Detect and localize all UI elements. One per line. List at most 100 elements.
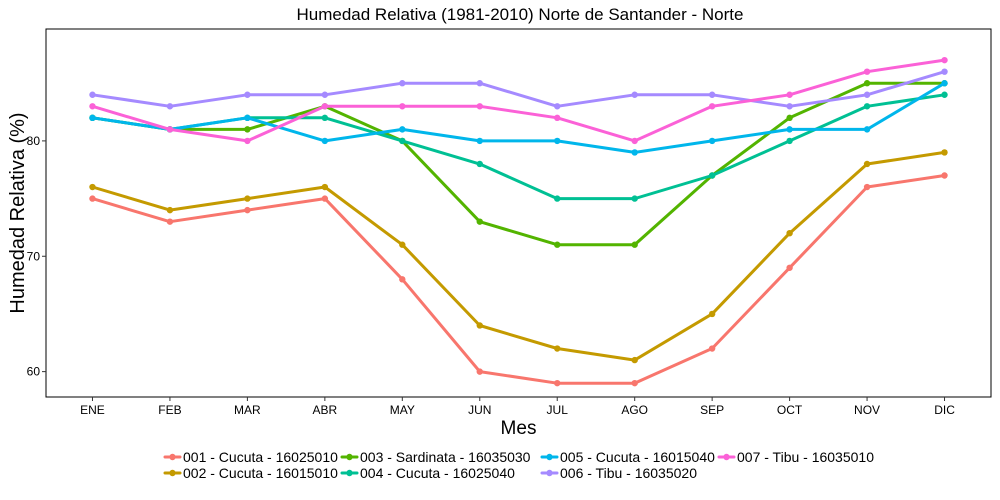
x-tick-label: NOV: [854, 403, 880, 417]
data-point: [786, 229, 793, 237]
series-group: [89, 91, 948, 202]
series-group: [89, 56, 948, 145]
legend-item: 004 - Cucuta - 16025040: [340, 465, 515, 481]
series-group: [89, 68, 948, 110]
legend-label: 007 - Tibu - 16035010: [737, 449, 874, 465]
data-point: [476, 368, 483, 375]
legend-item: 006 - Tibu - 16035020: [540, 465, 697, 481]
data-point: [708, 137, 716, 145]
data-point: [476, 137, 483, 145]
data-point: [786, 264, 793, 271]
legend-key-point: [346, 469, 353, 477]
data-point: [399, 276, 406, 283]
x-tick-label: ABR: [313, 403, 338, 417]
data-point: [786, 137, 793, 145]
x-tick-label: FEB: [158, 403, 181, 417]
data-point: [554, 241, 561, 248]
data-point: [554, 379, 561, 387]
legend-item: 002 - Cucuta - 16015010: [163, 465, 338, 481]
data-point: [399, 103, 406, 110]
x-tick-label: ENE: [80, 403, 105, 417]
data-point: [941, 91, 948, 98]
data-point: [476, 322, 483, 329]
data-point: [631, 149, 638, 156]
data-point: [89, 195, 96, 202]
y-tick-label: 70: [27, 249, 41, 263]
series-line: [91, 81, 946, 247]
data-point: [244, 137, 251, 145]
data-point: [399, 80, 406, 87]
axes: 60 70 80 ENE FEB MAR ABR MAY JUN JUL AGO SEP OCT NOV D…: [27, 134, 956, 417]
data-point: [631, 137, 638, 145]
legend-item: 001 - Cucuta - 16025010: [163, 449, 338, 465]
legend-label: 004 - Cucuta - 16025040: [360, 465, 515, 481]
data-point: [708, 172, 716, 179]
legend-key-point: [546, 469, 553, 477]
data-point: [786, 91, 793, 98]
data-point: [554, 103, 561, 110]
data-point: [399, 241, 406, 248]
data-point: [708, 103, 716, 110]
series-line: [91, 150, 946, 362]
series-line: [91, 70, 946, 108]
data-point: [476, 218, 483, 225]
chart-title: Humedad Relativa (1981-2010) Norte de Sa…: [297, 5, 744, 24]
data-point: [166, 218, 174, 225]
legend-key-point: [723, 453, 730, 461]
data-point: [321, 91, 329, 98]
data-point: [244, 114, 251, 122]
data-point: [708, 310, 716, 318]
data-point: [321, 114, 329, 122]
y-tick-label: 60: [27, 365, 41, 379]
data-point: [554, 114, 561, 122]
data-point: [631, 241, 638, 248]
data-point: [554, 345, 561, 352]
series-layer: [89, 56, 948, 387]
data-point: [786, 126, 793, 133]
series-group: [89, 172, 948, 387]
x-tick-label: JUN: [468, 403, 491, 417]
legend-label: 002 - Cucuta - 16015010: [183, 465, 338, 481]
series-group: [89, 80, 948, 156]
data-point: [554, 195, 561, 202]
data-point: [244, 195, 251, 202]
legend-label: 003 - Sardinata - 16035030: [360, 449, 531, 465]
data-point: [631, 91, 638, 98]
legend-label: 005 - Cucuta - 16015040: [560, 449, 715, 465]
x-tick-label: JUL: [547, 403, 569, 417]
data-point: [863, 160, 871, 168]
data-point: [476, 160, 483, 168]
data-point: [166, 126, 174, 133]
data-point: [863, 126, 871, 133]
x-tick-label: AGO: [621, 403, 648, 417]
data-point: [941, 172, 948, 179]
legend-key-point: [346, 453, 353, 461]
data-point: [786, 114, 793, 122]
data-point: [708, 91, 716, 98]
data-point: [476, 80, 483, 87]
legend-label: 001 - Cucuta - 16025010: [183, 449, 338, 465]
series-line: [91, 58, 946, 143]
series-line: [91, 93, 946, 201]
data-point: [89, 183, 96, 191]
data-point: [244, 126, 251, 133]
data-point: [399, 126, 406, 133]
data-point: [708, 345, 716, 352]
x-tick-label: DIC: [934, 403, 955, 417]
data-point: [321, 103, 329, 110]
data-point: [863, 80, 871, 87]
data-point: [166, 206, 174, 214]
data-point: [166, 103, 174, 110]
data-point: [786, 103, 793, 110]
x-tick-label: SEP: [700, 403, 724, 417]
x-tick-label: MAR: [234, 403, 261, 417]
legend-item: 005 - Cucuta - 16015040: [540, 449, 715, 465]
series-group: [89, 149, 948, 364]
series-line: [91, 174, 946, 385]
legend-item: 007 - Tibu - 16035010: [717, 449, 874, 465]
data-point: [321, 195, 329, 202]
data-point: [554, 137, 561, 145]
data-point: [863, 183, 871, 191]
